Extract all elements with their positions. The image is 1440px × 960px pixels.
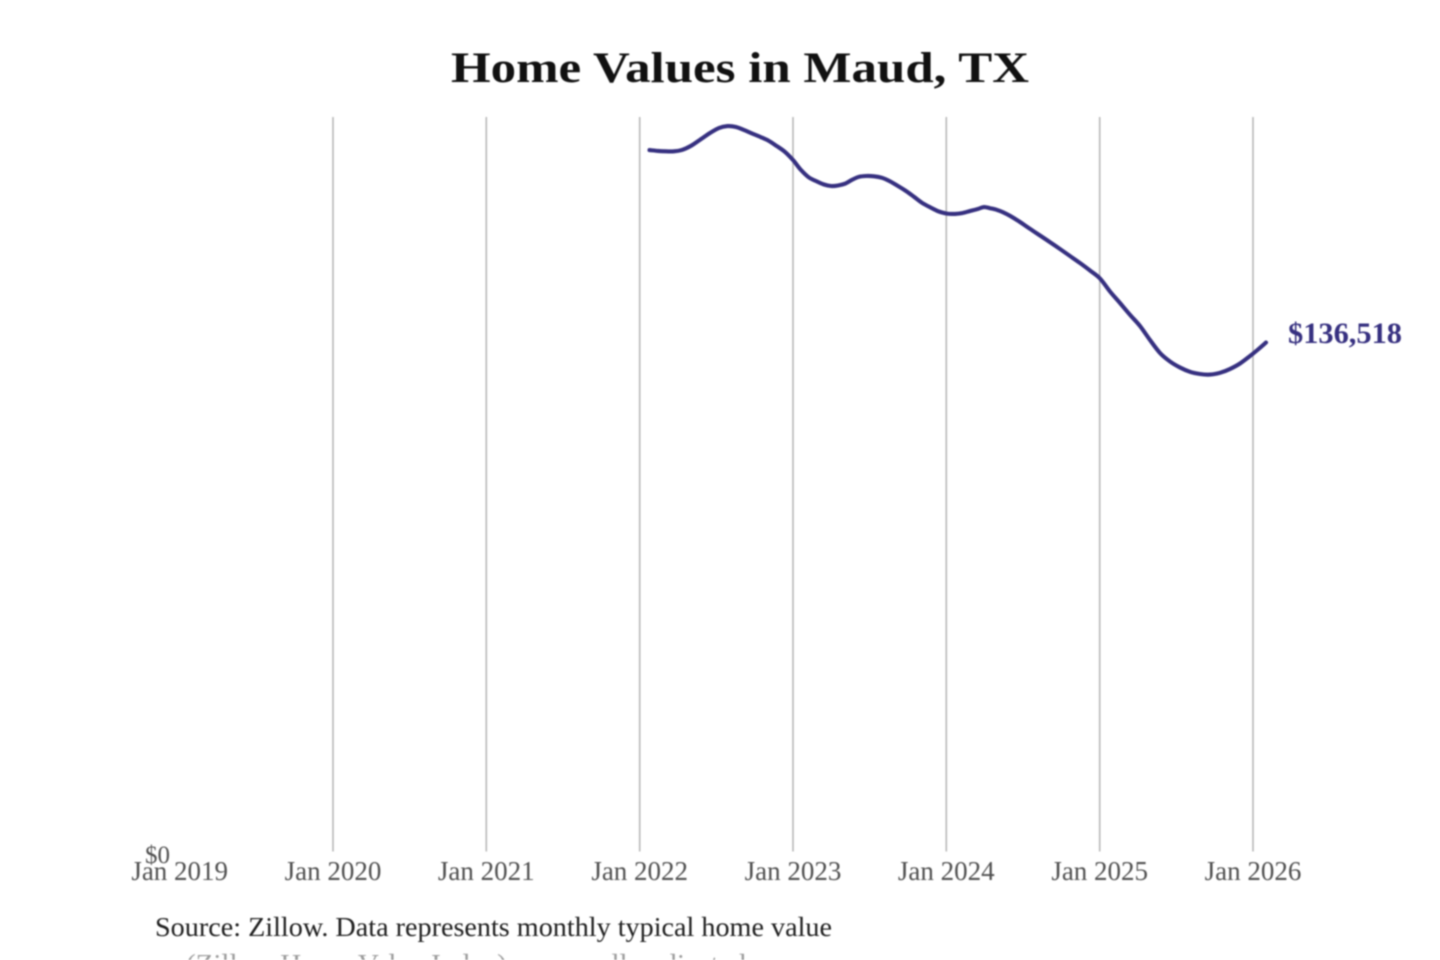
svg-text:Jan 2024: Jan 2024	[898, 856, 995, 886]
svg-text:Source: Zillow. Data represent: Source: Zillow. Data represents monthly …	[155, 912, 832, 942]
svg-text:Jan 2019: Jan 2019	[131, 856, 228, 886]
svg-text:Jan 2025: Jan 2025	[1051, 856, 1148, 886]
svg-text:(Zillow Home Value Index), sea: (Zillow Home Value Index), seasonally ad…	[186, 949, 747, 960]
svg-text:Jan 2021: Jan 2021	[438, 856, 535, 886]
svg-text:$0: $0	[145, 842, 170, 869]
svg-text:Home Values in Maud, TX: Home Values in Maud, TX	[451, 45, 1029, 92]
svg-text:Jan 2020: Jan 2020	[285, 856, 382, 886]
svg-text:$136,518: $136,518	[1288, 317, 1402, 350]
svg-text:Jan 2022: Jan 2022	[591, 856, 688, 886]
svg-text:Jan 2023: Jan 2023	[745, 856, 842, 886]
svg-text:Jan 2026: Jan 2026	[1205, 856, 1302, 886]
